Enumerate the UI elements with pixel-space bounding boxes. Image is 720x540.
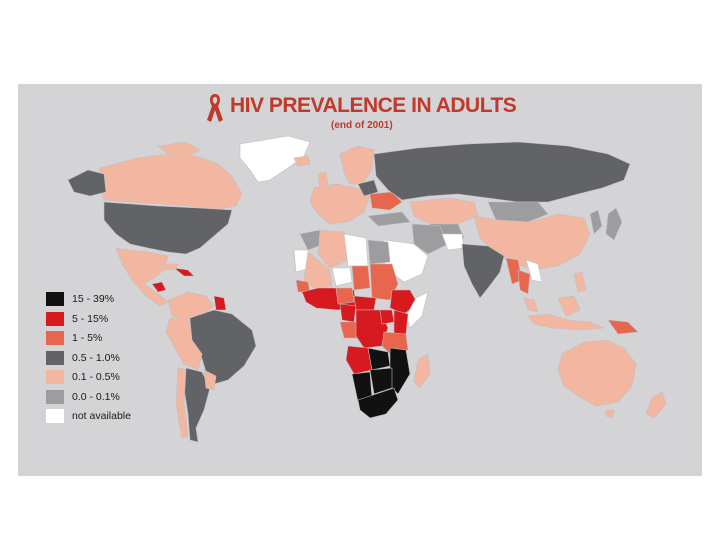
region-indochina [525,259,543,283]
region-caribbean [172,267,195,277]
region-egypt [367,239,391,265]
region-honduras [151,281,167,293]
region-kenya [393,309,409,335]
region-turkey [367,211,411,227]
region-canada [97,153,243,211]
region-australia [557,339,637,407]
region-algeria [317,229,349,269]
region-indonesia [527,313,605,331]
region-thailand [517,269,531,295]
legend-swatch [46,311,64,326]
legend-swatch [46,370,64,384]
region-greenland [239,135,311,183]
region-chile [175,367,189,439]
legend-label: 1 - 5% [72,332,103,344]
region-uk [317,171,329,189]
region-gabon-congo [339,321,359,339]
region-somalia [405,291,429,329]
region-uganda [379,309,395,325]
legend-swatch [46,292,64,306]
legend-item: not available [46,409,196,429]
region-niger [331,267,353,287]
region-mexico [115,247,169,307]
region-mauritania-mali [303,251,333,289]
legend-item: 0.5 - 1.0% [46,350,196,371]
region-kazakhstan [409,197,479,225]
region-png [607,319,639,335]
legend-label: not available [72,410,131,422]
legend-item: 0.0 - 0.1% [46,389,196,410]
region-nigeria [335,287,355,305]
region-cuba [159,263,179,271]
legend-swatch [46,331,64,345]
region-zambia [367,347,391,371]
legend-label: 0.5 - 1.0% [72,351,120,364]
region-car [353,295,377,311]
region-venezuela-colombia [167,291,215,321]
region-usa [103,201,233,255]
region-eastern-europe [357,179,379,197]
map-panel: HIV PREVALENCE IN ADULTS (end of 2001) 1… [18,84,702,476]
region-chad [351,265,371,291]
legend: 15 - 39% 5 - 15% 1 - 5% 0.5 - 1.0% 0.1 - 0.5… [46,292,196,429]
region-iceland [293,155,311,167]
legend-item: 1 - 5% [46,331,196,351]
region-malawi-mozambique [389,347,411,395]
region-angola [345,345,373,375]
region-korea-japan [589,209,603,235]
legend-label: 0.1 - 0.5% [72,371,120,383]
region-tasmania [605,409,615,419]
region-philippines [573,271,587,293]
region-guyana [213,295,227,311]
map-title-row: HIV PREVALENCE IN ADULTS [204,92,564,122]
legend-label: 5 - 15% [72,312,109,325]
region-borneo [557,295,581,317]
world-map [67,135,667,443]
legend-swatch [46,409,64,423]
legend-swatch [46,389,64,404]
region-ukraine [369,191,403,211]
red-ribbon-icon [207,94,223,122]
legend-label: 15 - 39% [72,293,115,305]
region-cameroon [339,303,357,323]
region-senegal [295,279,311,293]
region-malaysia [523,297,539,313]
map-subtitle: (end of 2001) [331,120,393,131]
region-mongolia [487,201,549,223]
region-arctic-islands [157,141,201,157]
region-new-zealand [645,391,667,419]
region-botswana-zimbabwe [369,367,393,395]
region-japan [605,207,623,241]
region-afghanistan [441,233,465,251]
legend-item: 5 - 15% [46,311,196,332]
region-western-europe [309,183,371,225]
region-libya [343,233,369,267]
map-title: HIV PREVALENCE IN ADULTS [230,94,517,117]
region-alaska [67,169,107,197]
region-iran [411,223,449,255]
legend-label: 0.0 - 0.1% [72,390,120,403]
region-south-africa [357,387,399,419]
region-madagascar [413,353,431,389]
region-peru-bolivia [165,317,203,371]
legend-item: 15 - 39% [46,292,196,312]
region-scandinavia [339,145,375,185]
legend-swatch [46,350,64,365]
region-india [461,243,505,299]
region-russia [373,141,631,203]
legend-item: 0.1 - 0.5% [46,370,196,390]
region-uruguay-paraguay [203,369,217,391]
